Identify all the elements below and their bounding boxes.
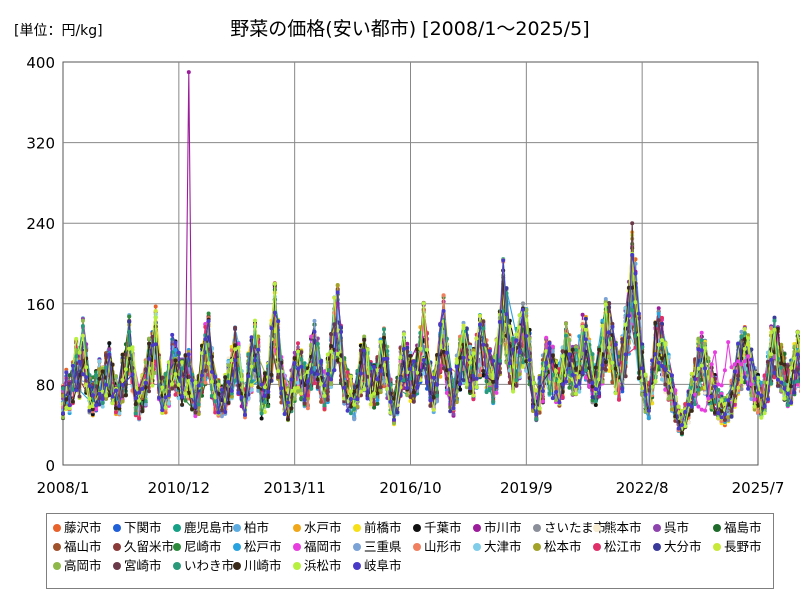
data-point	[206, 311, 211, 316]
data-point	[127, 314, 132, 319]
data-point	[163, 410, 168, 415]
data-point	[593, 403, 598, 407]
y-tick-label: 240	[26, 215, 55, 233]
data-point	[435, 399, 439, 404]
data-point	[521, 301, 525, 306]
data-point	[100, 404, 105, 409]
data-point	[580, 312, 585, 317]
x-tick-label: 2016/10	[379, 479, 441, 497]
data-point	[166, 401, 171, 406]
data-point	[312, 318, 317, 323]
data-point	[107, 341, 112, 346]
data-point	[183, 398, 188, 403]
series-group	[61, 70, 800, 437]
y-tick-label: 400	[26, 54, 55, 72]
x-tick-label: 2008/1	[37, 479, 90, 497]
data-point	[646, 416, 651, 421]
data-point	[352, 417, 357, 422]
x-tick-label: 2022/8	[616, 479, 669, 497]
chart-title: 野菜の価格(安い都市) [2008/1～2025/5]	[230, 18, 590, 40]
data-point	[97, 359, 102, 364]
data-point	[656, 306, 661, 311]
y-tick-label: 0	[45, 457, 55, 475]
data-point	[540, 399, 545, 404]
x-tick-label: 2010/12	[148, 479, 210, 497]
data-point	[219, 414, 224, 419]
data-point	[186, 70, 191, 75]
data-point	[193, 414, 198, 419]
data-point	[656, 311, 661, 316]
unit-label: [単位：円/kg]	[14, 23, 103, 39]
y-tick-label: 320	[26, 135, 55, 153]
data-point	[266, 404, 271, 409]
data-point	[259, 416, 264, 421]
y-tick-label: 160	[26, 296, 55, 314]
x-tick-label: 2025/7	[732, 479, 785, 497]
data-point	[170, 345, 175, 350]
data-point	[567, 385, 572, 390]
data-point	[544, 335, 549, 340]
data-point	[375, 398, 380, 403]
x-tick-label: 2019/9	[500, 479, 553, 497]
data-point	[610, 380, 615, 385]
y-tick-label: 80	[36, 376, 55, 394]
x-tick-label: 2013/11	[263, 479, 325, 497]
data-point	[107, 347, 112, 352]
data-point	[305, 406, 310, 411]
data-point	[441, 293, 446, 298]
data-point	[153, 304, 158, 309]
data-point	[699, 330, 704, 335]
